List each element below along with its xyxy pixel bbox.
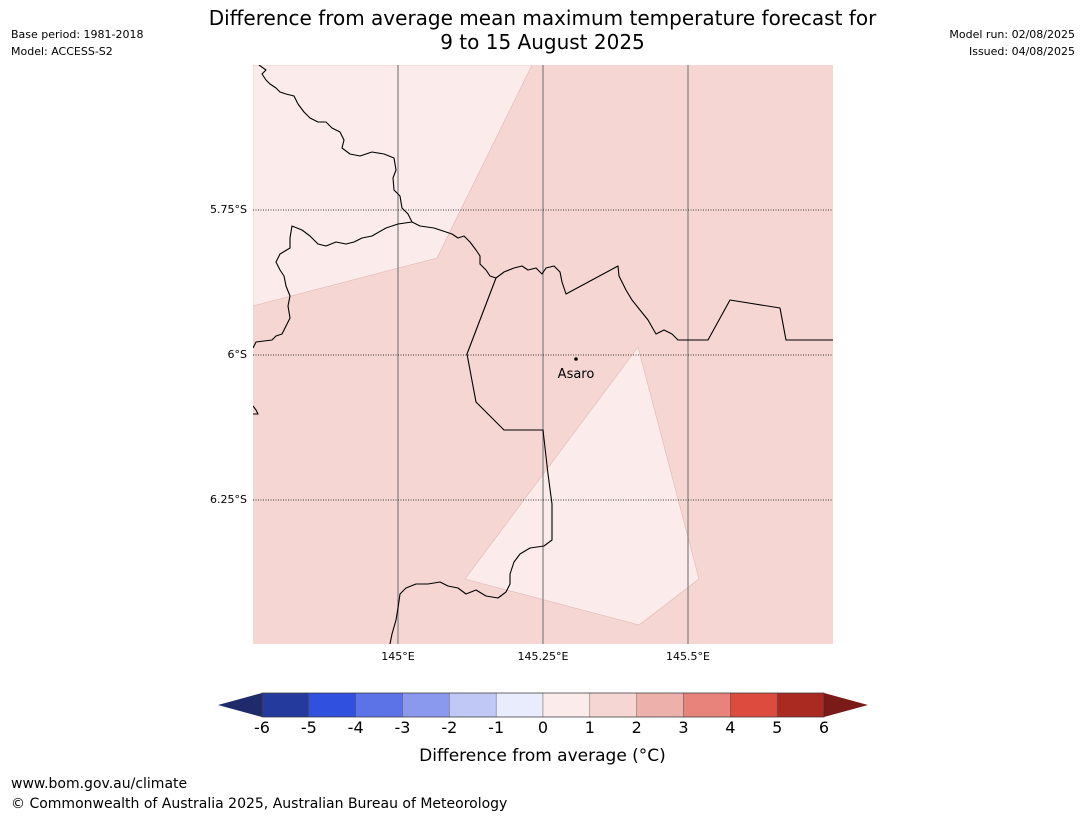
metadata-left: Base period: 1981-2018 Model: ACCESS-S2	[11, 26, 143, 60]
colorbar-bin	[730, 692, 778, 718]
lat-label-6: 6°S	[228, 348, 247, 361]
colorbar-tick-label: -3	[394, 718, 411, 737]
boundary-north-east	[411, 221, 833, 341]
colorbar-bin	[542, 692, 591, 718]
colorbar-bin	[308, 692, 356, 718]
lon-label-145-5: 145.5°E	[666, 650, 710, 663]
colorbar-tick-label: 6	[818, 718, 830, 737]
colorbar-bin	[402, 692, 450, 718]
footer: www.bom.gov.au/climate © Commonwealth of…	[11, 774, 507, 814]
colorbar-bin	[449, 692, 497, 718]
colorbar-tick-label: -5	[300, 718, 317, 737]
colorbar-bin	[261, 692, 310, 718]
lon-label-145-25: 145.25°E	[518, 650, 569, 663]
boundary-south	[389, 277, 553, 644]
colorbar-tick-label: 1	[584, 718, 595, 737]
model-text: Model: ACCESS-S2	[11, 45, 113, 58]
colorbar-under-arrow	[218, 693, 262, 717]
footer-copyright: © Commonwealth of Australia 2025, Austra…	[11, 796, 508, 812]
colorbar-bin	[589, 692, 637, 718]
anomaly-band-0-to-1-south	[464, 346, 700, 626]
colorbar-bin	[683, 692, 731, 718]
place-label-asaro: Asaro	[558, 367, 595, 382]
colorbar-bin	[776, 692, 825, 718]
colorbar-tick-label: 3	[678, 718, 689, 737]
colorbar-tick-label: 2	[631, 718, 642, 737]
colorbar-tick-label: 4	[725, 718, 736, 737]
colorbar-bin	[495, 692, 544, 718]
colorbar-tick-label: 5	[772, 718, 783, 737]
model-run-text: Model run: 02/08/2025	[949, 28, 1075, 41]
footer-url: www.bom.gov.au/climate	[11, 776, 188, 792]
boundary-west	[253, 65, 413, 349]
colorbar-frame	[261, 692, 825, 718]
colorbar-tick-label: -2	[441, 718, 458, 737]
colorbar-bin	[355, 692, 403, 718]
map-title: Difference from average mean maximum tem…	[0, 6, 1085, 54]
colorbar-over-arrow	[824, 693, 868, 717]
lat-label-6-25: 6.25°S	[210, 493, 247, 506]
latitude-gridlines	[253, 209, 833, 501]
lon-label-145: 145°E	[381, 650, 414, 663]
map-axis-labels: 5.75°S 6°S 6.25°S 145°E 145.25°E 145.5°E	[210, 203, 710, 663]
colorbar-label: Difference from average (°C)	[419, 746, 666, 766]
title-line-2: 9 to 15 August 2025	[440, 30, 645, 54]
issued-text: Issued: 04/08/2025	[968, 45, 1075, 58]
colorbar-bins	[261, 692, 825, 718]
colorbar-tick-label: -1	[488, 718, 505, 737]
province-boundaries	[253, 65, 833, 644]
map-area: Asaro	[253, 65, 833, 644]
colorbar-tick-label: -4	[347, 718, 364, 737]
base-period-text: Base period: 1981-2018	[11, 28, 144, 41]
colorbar-bin	[636, 692, 684, 718]
asaro-marker	[574, 357, 578, 361]
metadata-right: Model run: 02/08/2025 Issued: 04/08/2025	[949, 26, 1075, 60]
title-line-1: Difference from average mean maximum tem…	[208, 6, 877, 30]
lat-label-5-75: 5.75°S	[210, 203, 247, 216]
colorbar-tick-label: -6	[254, 718, 270, 737]
boundary-west-fragment	[253, 405, 259, 415]
colorbar	[218, 692, 868, 718]
colorbar-tick-label: 0	[537, 718, 549, 737]
longitude-gridlines	[397, 65, 689, 644]
